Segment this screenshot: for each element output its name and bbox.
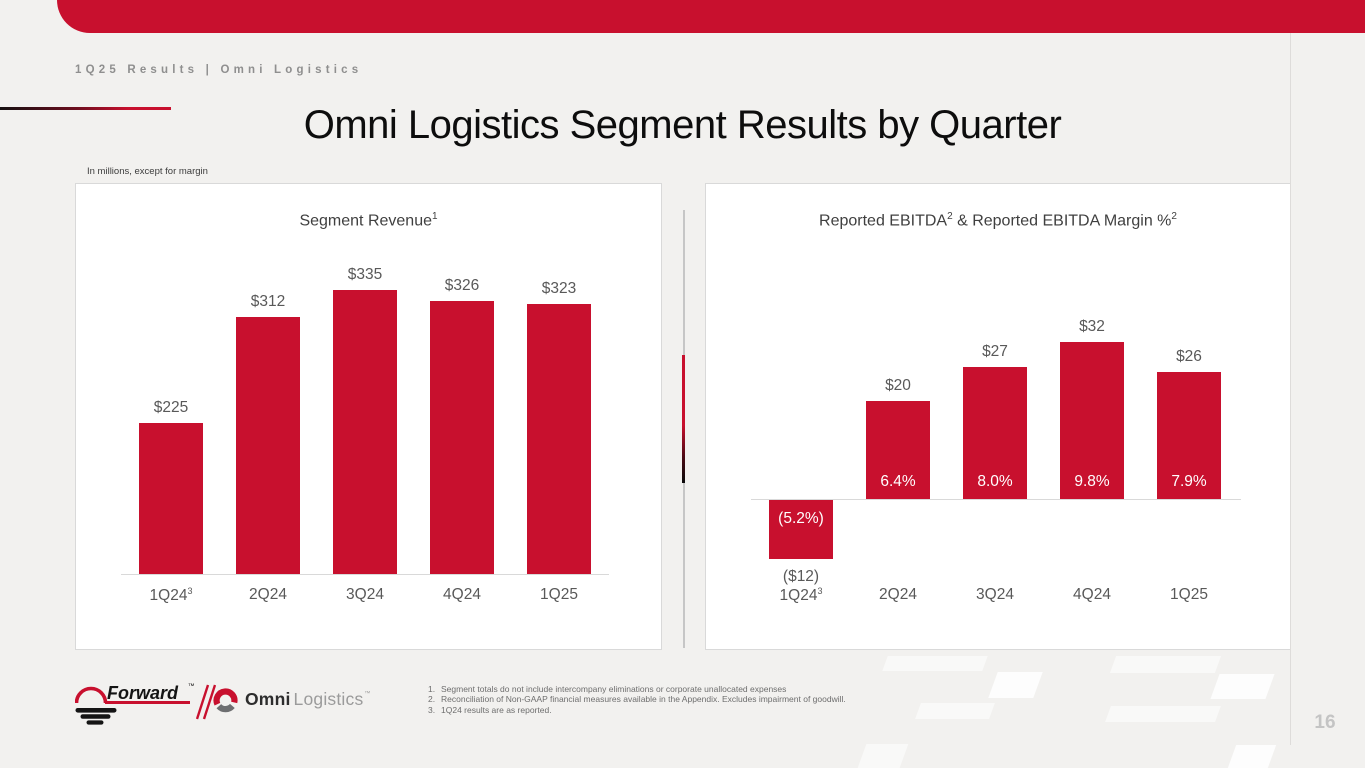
footnote-text: Segment totals do not include intercompa…	[441, 684, 787, 694]
breadcrumb: 1Q25 Results | Omni Logistics	[75, 64, 363, 76]
x-tick-label: 4Q24	[1073, 586, 1111, 603]
slash-icon	[195, 684, 210, 720]
checker-shape	[1109, 656, 1222, 673]
omni-logo-light: Logistics	[293, 689, 364, 709]
forward-stripe-icon	[75, 708, 117, 713]
bar	[866, 401, 930, 499]
footnote-text: Reconciliation of Non-GAAP financial mea…	[441, 694, 846, 705]
footnote-number: 2.	[428, 694, 436, 705]
omni-logo-bold: Omni	[245, 689, 291, 709]
segment-revenue-plot: $225 1Q243 $312 2Q24 $335 3Q24 $326 4Q24 $323 1Q2…	[76, 184, 661, 649]
omni-circle-icon	[213, 688, 238, 713]
chart-title-superscript: 2	[947, 211, 953, 222]
x-tick-label: 3Q24	[346, 586, 384, 603]
bar-value-label: $323	[541, 280, 577, 298]
bar	[1060, 342, 1124, 499]
bar-value-label: $20	[885, 377, 911, 394]
forward-arc-icon	[74, 686, 108, 704]
checker-shape	[915, 703, 995, 719]
bar-margin-label: (5.2%)	[778, 510, 824, 527]
bar-value-label: $335	[347, 265, 383, 283]
x-tick-label: 2Q24	[879, 586, 917, 603]
bar	[963, 366, 1027, 499]
checker-shape	[988, 672, 1043, 698]
x-axis-line	[121, 574, 609, 575]
bar	[333, 289, 397, 574]
forward-logo-text: Forward	[107, 683, 179, 703]
bar	[139, 422, 203, 574]
chart-title-superscript: 2	[1171, 211, 1177, 222]
accent-line	[0, 107, 171, 110]
x-tick-label: 3Q24	[976, 586, 1014, 603]
footnote: 2. Reconciliation of Non-GAAP financial …	[428, 694, 846, 704]
x-tick-label: 1Q25	[1170, 586, 1208, 603]
footnote: 1. Segment totals do not include interco…	[428, 684, 846, 694]
ebitda-plot: ($12) (5.2%) 1Q243 $20 6.4% 2Q24 $27 8.0% 3Q24 $3…	[706, 184, 1290, 649]
bar-value-label: $26	[1176, 347, 1202, 365]
bar-value-label: $32	[1079, 318, 1105, 336]
checker-shape	[857, 744, 909, 768]
bar-value-label: $225	[153, 398, 189, 416]
x-axis-line	[751, 499, 1241, 500]
slash-icon	[202, 684, 217, 720]
bar	[236, 317, 300, 574]
bar-margin-label: 7.9%	[1171, 473, 1207, 490]
ebitda-chart-title: Reported EBITDA2 & Reported EBITDA Margi…	[706, 211, 1290, 230]
forward-tm: ™	[188, 683, 195, 690]
forward-logo: Forward ™	[74, 678, 199, 733]
chart-title-superscript: 1	[431, 211, 438, 222]
bar-margin-label: 6.4%	[880, 473, 916, 490]
forward-underline	[105, 701, 190, 704]
footnote: 3. 1Q24 results are as reported.	[428, 705, 846, 715]
chart-title-text: Reported EBITDA	[819, 212, 948, 230]
page-title: Omni Logistics Segment Results by Quarte…	[303, 103, 1062, 147]
bar	[769, 500, 833, 559]
footnote-number: 3.	[428, 704, 436, 715]
footnote-text: 1Q24 results are as reported.	[441, 704, 552, 715]
logo-separator-slashes	[195, 684, 217, 725]
page-number: 16	[1314, 712, 1336, 733]
omni-logo-text: Omni Logistics™	[245, 689, 370, 710]
x-tick-label: 1Q243	[149, 586, 193, 605]
x-tick-label: 1Q243	[779, 586, 823, 605]
forward-stripe-icon	[86, 720, 104, 725]
forward-stripe-icon	[80, 714, 111, 719]
omni-logistics-logo: Omni Logistics™	[212, 686, 370, 713]
checker-shape	[882, 656, 988, 671]
bar	[430, 300, 494, 574]
bar-value-label: $312	[250, 293, 286, 311]
bar-value-label: $326	[444, 276, 480, 294]
right-vertical-rule	[1290, 33, 1291, 745]
x-tick-label: 4Q24	[443, 586, 481, 603]
units-note: In millions, except for margin	[87, 166, 208, 177]
omni-tm: ™	[364, 691, 371, 697]
checker-shape	[1227, 745, 1277, 768]
checker-shape	[1105, 706, 1221, 722]
chart-title-text: Segment Revenue	[299, 212, 432, 230]
bar	[527, 304, 591, 574]
bar	[1157, 371, 1221, 499]
ebitda-chart-card: Reported EBITDA2 & Reported EBITDA Margi…	[705, 183, 1290, 650]
footnotes: 1. Segment totals do not include interco…	[428, 684, 846, 715]
bar-margin-label: 9.8%	[1074, 473, 1110, 490]
x-tick-label: 1Q25	[540, 586, 578, 603]
chart-title-text: & Reported EBITDA Margin %	[952, 212, 1172, 230]
bar-value-label: $27	[982, 342, 1008, 360]
x-tick-label: 2Q24	[249, 586, 287, 603]
bar-value-label: ($12)	[782, 567, 820, 585]
checker-shape	[1210, 674, 1275, 699]
top-banner	[57, 0, 1365, 33]
footnote-number: 1.	[428, 684, 436, 694]
segment-revenue-chart-card: Segment Revenue1 $225 1Q243 $312 2Q24 $335 3Q…	[75, 183, 662, 650]
chart-divider-accent	[682, 355, 685, 483]
bar-margin-label: 8.0%	[977, 473, 1013, 490]
segment-revenue-chart-title: Segment Revenue1	[76, 211, 661, 230]
